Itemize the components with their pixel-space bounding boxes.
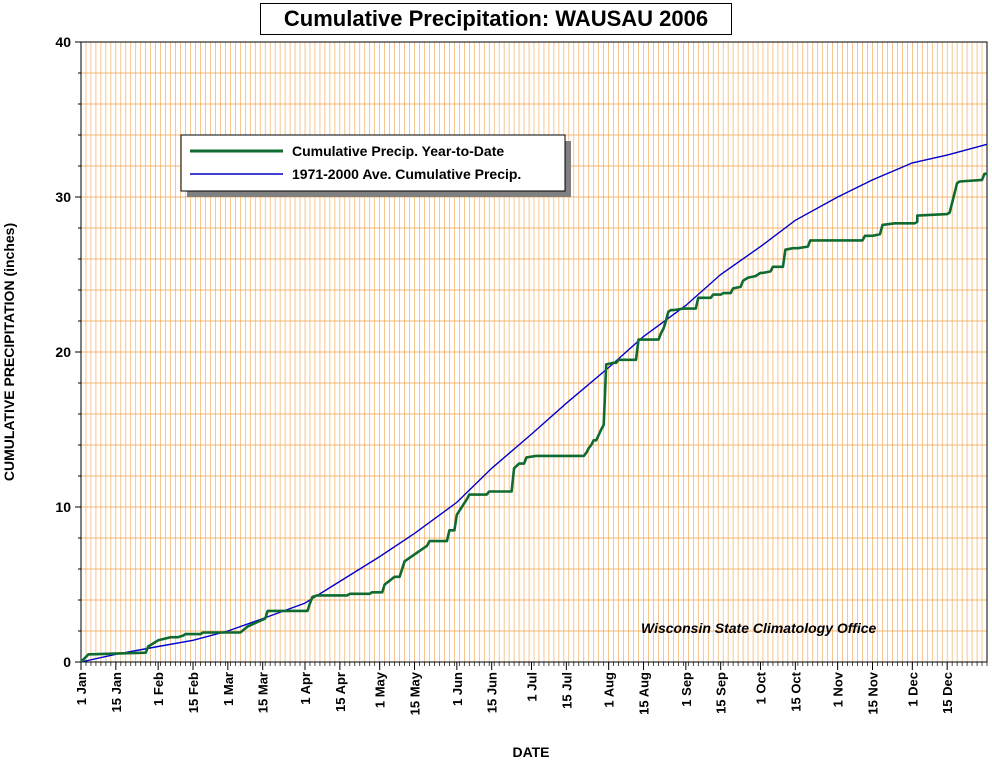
x-tick-label: 1 May	[373, 671, 388, 708]
x-tick-label: 1 Nov	[831, 671, 846, 707]
x-tick-label: 1 Jun	[450, 672, 465, 706]
y-tick-label: 10	[55, 499, 71, 515]
x-tick-label: 15 May	[408, 671, 423, 715]
grid	[80, 41, 988, 663]
x-tick-label: 15 Jan	[109, 672, 124, 713]
x-tick-label: 1 Apr	[298, 672, 313, 705]
series-group	[80, 143, 988, 663]
x-tick-label: 1 Aug	[602, 672, 617, 708]
series-line-year-to-date	[80, 172, 987, 663]
x-tick-label: 1 Sep	[679, 672, 694, 707]
y-tick-label: 40	[55, 34, 71, 50]
legend-box	[180, 134, 566, 192]
legend: Cumulative Precip. Year-to-Date 1971-200…	[180, 134, 571, 197]
x-tick-label: 1 Jan	[74, 672, 89, 705]
x-tick-label: 15 Mar	[256, 672, 271, 713]
y-tick-label: 30	[55, 189, 71, 205]
x-tick-label: 15 Nov	[866, 671, 881, 714]
chart-title: Cumulative Precipitation: WAUSAU 2006	[260, 3, 732, 35]
x-tick-label: 15 Feb	[186, 672, 201, 713]
legend-label-ytd: Cumulative Precip. Year-to-Date	[292, 143, 504, 159]
x-tick-label: 1 Dec	[905, 672, 920, 707]
x-tick-label: 15 Sep	[714, 672, 729, 714]
series-line-average	[80, 143, 988, 663]
y-tick-label: 20	[55, 344, 71, 360]
x-tick-label: 1 Feb	[151, 672, 166, 706]
x-tick-label: 1 Mar	[221, 672, 236, 706]
x-tick-label: 15 Dec	[940, 672, 955, 714]
legend-label-avg: 1971-2000 Ave. Cumulative Precip.	[292, 166, 521, 182]
credit-text: Wisconsin State Climatology Office	[641, 620, 877, 636]
x-tick-label: 15 Jul	[559, 672, 574, 709]
y-axis-label: CUMULATIVE PRECIPITATION (inches)	[1, 223, 17, 481]
x-axis-label: DATE	[512, 744, 549, 760]
x-tick-label: 15 Jun	[485, 672, 500, 713]
axis-ticks: 0 10 20 30 40 1 Jan 15 Jan 1 Feb 15 Feb 1 Mar 15 M…	[55, 34, 988, 715]
y-tick-label: 0	[63, 654, 71, 670]
x-tick-label: 15 Aug	[637, 672, 652, 715]
x-tick-label: 15 Oct	[788, 671, 803, 711]
x-tick-label: 15 Apr	[333, 672, 348, 712]
x-tick-label: 1 Jul	[525, 672, 540, 702]
x-tick-label: 1 Oct	[754, 671, 769, 704]
